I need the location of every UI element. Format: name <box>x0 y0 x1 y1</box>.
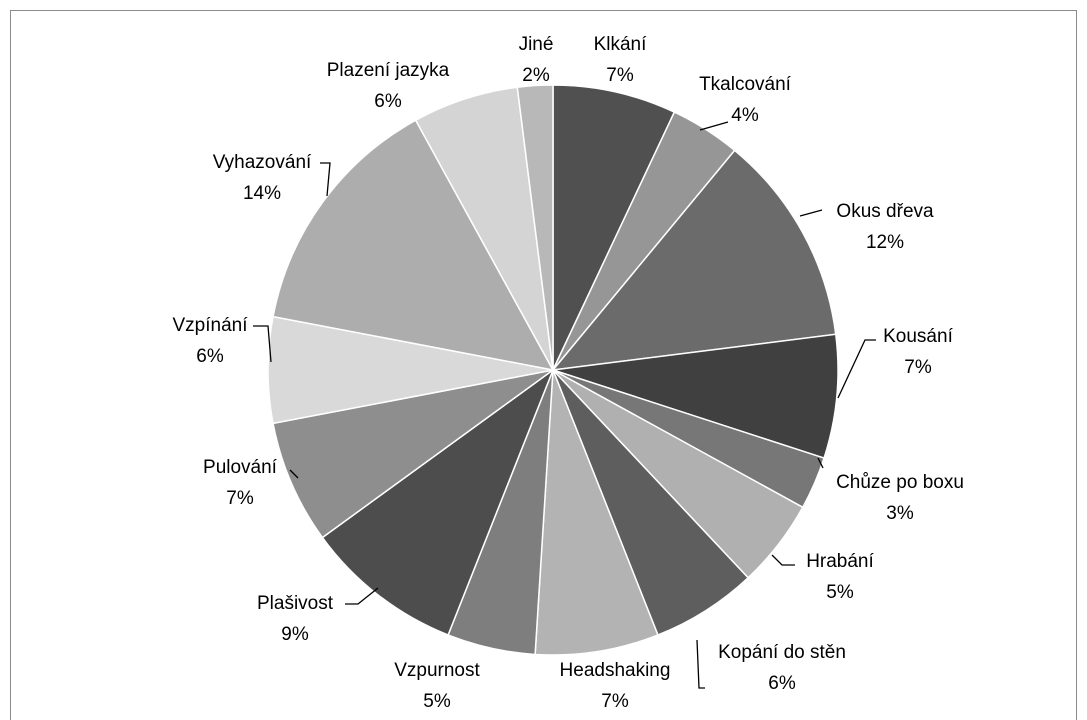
value-label: 7% <box>601 691 629 712</box>
value-label: 6% <box>196 346 224 367</box>
leader-line <box>799 209 823 217</box>
leader-line <box>817 457 824 469</box>
slice-label: Plazení jazyka <box>327 60 450 81</box>
value-label: 4% <box>731 105 759 126</box>
pie <box>267 84 839 656</box>
pie-slice <box>552 333 839 460</box>
value-label: 7% <box>606 65 634 86</box>
slice-label: Tkalcování <box>699 74 792 95</box>
pie-slice <box>516 84 554 371</box>
slice-label: Kousání <box>883 326 953 347</box>
slice-label: Kopání do stěn <box>718 642 846 663</box>
slice-label: Pulování <box>203 457 278 478</box>
slice-label: Vyhazování <box>213 152 312 173</box>
value-label: 7% <box>904 357 932 378</box>
slice-label: Vzpínání <box>173 315 249 336</box>
pie-slice <box>272 369 554 539</box>
value-label: 14% <box>243 183 281 204</box>
slice-label: Hrabání <box>806 551 874 572</box>
pie-slice <box>551 149 837 371</box>
leader-line <box>837 339 876 399</box>
leader-line <box>771 554 795 566</box>
value-label: 7% <box>226 488 254 509</box>
value-label: 12% <box>866 232 904 253</box>
value-label: 3% <box>886 503 914 524</box>
value-label: 6% <box>374 91 402 112</box>
slice-label: Plašivost <box>257 593 334 614</box>
leader-line <box>320 162 331 197</box>
slice-label: Chůze po boxu <box>836 472 964 493</box>
leader-line <box>699 121 729 131</box>
labels: Klkání 7% Tkalcování 4% Okus dřeva 12% Kousání… <box>173 34 964 712</box>
slice-label: Jiné <box>519 34 554 55</box>
pie-slice <box>321 367 555 636</box>
slice-label: Klkání <box>594 34 648 55</box>
value-label: 5% <box>826 582 854 603</box>
value-label: 6% <box>768 673 796 694</box>
slice-label: Okus dřeva <box>836 201 934 222</box>
slice-label: Vzpurnost <box>394 660 480 681</box>
slice-label: Headshaking <box>560 660 671 681</box>
pie-slice <box>534 369 659 656</box>
value-label: 9% <box>281 624 309 645</box>
pie-slice <box>552 84 676 371</box>
leader-line <box>289 469 299 479</box>
leader-line <box>253 325 272 363</box>
leader-line <box>696 639 705 689</box>
pie-slice <box>272 119 555 372</box>
value-label: 2% <box>522 65 550 86</box>
leader-line <box>345 587 379 605</box>
value-label: 5% <box>423 691 451 712</box>
